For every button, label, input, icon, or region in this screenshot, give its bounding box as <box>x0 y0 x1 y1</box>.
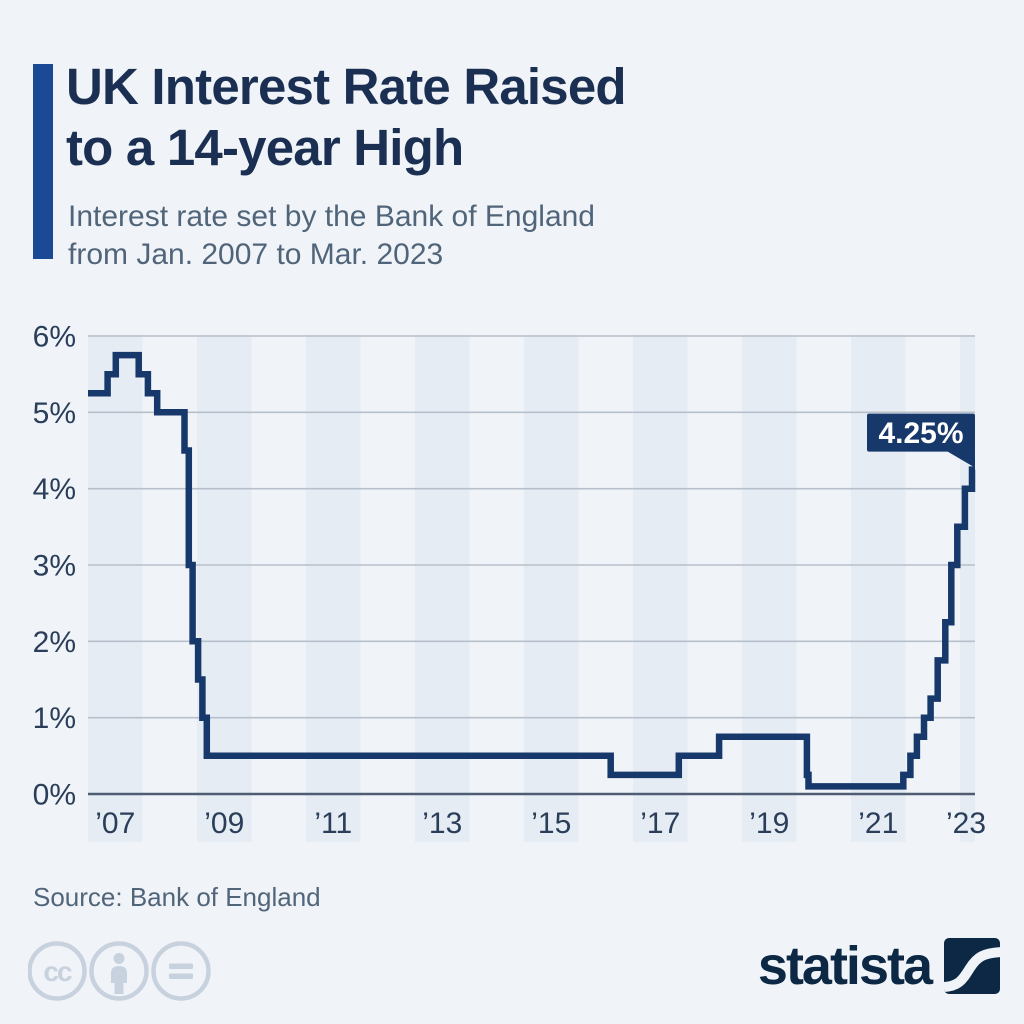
statista-logo-mark <box>944 938 1000 994</box>
x-tick-label: ’07 <box>95 807 135 840</box>
x-tick-label: ’11 <box>314 807 352 840</box>
cc-icon-circle <box>28 941 87 1001</box>
interest-rate-step-chart: 0% 1% 2% 3% 4% 5% 6% ’07 ’09 ’11 ’13 ’15 ’17 ’19 ’21 ’2… <box>33 321 986 842</box>
title-line-1: UK Interest Rate Raised <box>66 58 627 115</box>
year-band <box>960 335 975 842</box>
title-accent-bar <box>33 64 53 259</box>
year-band <box>742 335 797 842</box>
callout-box <box>867 413 975 452</box>
year-band <box>197 335 252 842</box>
person-body <box>111 966 127 994</box>
statista-logo[interactable]: statista <box>758 938 1000 994</box>
y-tick-label: 6% <box>33 321 76 354</box>
statista-wordmark: statista <box>757 936 933 996</box>
year-band <box>524 335 579 842</box>
page-title: UK Interest Rate Raised to a 14-year Hig… <box>66 56 627 178</box>
title-line-2: to a 14-year High <box>66 119 464 176</box>
x-tick-label: ’15 <box>531 807 571 840</box>
cc-glyph: cc <box>43 956 72 987</box>
equals-bar-bottom <box>169 973 193 979</box>
attribution-icon[interactable] <box>89 941 149 1001</box>
equals-bar-top <box>169 963 193 969</box>
interest-rate-line <box>88 351 976 790</box>
year-band <box>306 335 361 842</box>
y-tick-label: 0% <box>33 779 76 812</box>
callout-pointer <box>946 450 975 468</box>
x-tick-label: ’19 <box>749 807 789 840</box>
swoosh-icon <box>944 947 1000 992</box>
y-tick-label: 4% <box>33 473 76 506</box>
subtitle-line-2: from Jan. 2007 to Mar. 2023 <box>68 238 444 271</box>
person-head <box>113 953 125 964</box>
callout-value: 4.25% <box>878 417 963 450</box>
y-tick-label: 1% <box>33 702 76 735</box>
source-text: Source: Bank of England <box>33 882 321 912</box>
value-callout: 4.25% <box>867 413 975 468</box>
year-band <box>415 335 470 842</box>
cc-icon[interactable]: cc <box>28 941 87 1001</box>
y-tick-label: 2% <box>33 626 76 659</box>
subtitle-line-1: Interest rate set by the Bank of England <box>68 200 595 233</box>
no-derivatives-icon-circle <box>151 941 211 1001</box>
cc-license-icons[interactable]: cc <box>28 940 218 1002</box>
y-tick-label: 5% <box>33 397 76 430</box>
no-derivatives-icon[interactable] <box>151 941 211 1001</box>
x-tick-label: ’09 <box>204 807 244 840</box>
x-tick-label: ’17 <box>640 807 680 840</box>
year-band <box>851 335 906 842</box>
x-tick-label: ’23 <box>946 807 986 840</box>
x-tick-label: ’13 <box>422 807 462 840</box>
chart-subtitle: Interest rate set by the Bank of England… <box>68 198 595 274</box>
attribution-icon-circle <box>89 941 149 1001</box>
year-band <box>88 335 143 842</box>
y-tick-label: 3% <box>33 550 76 583</box>
x-tick-label: ’21 <box>858 807 898 840</box>
